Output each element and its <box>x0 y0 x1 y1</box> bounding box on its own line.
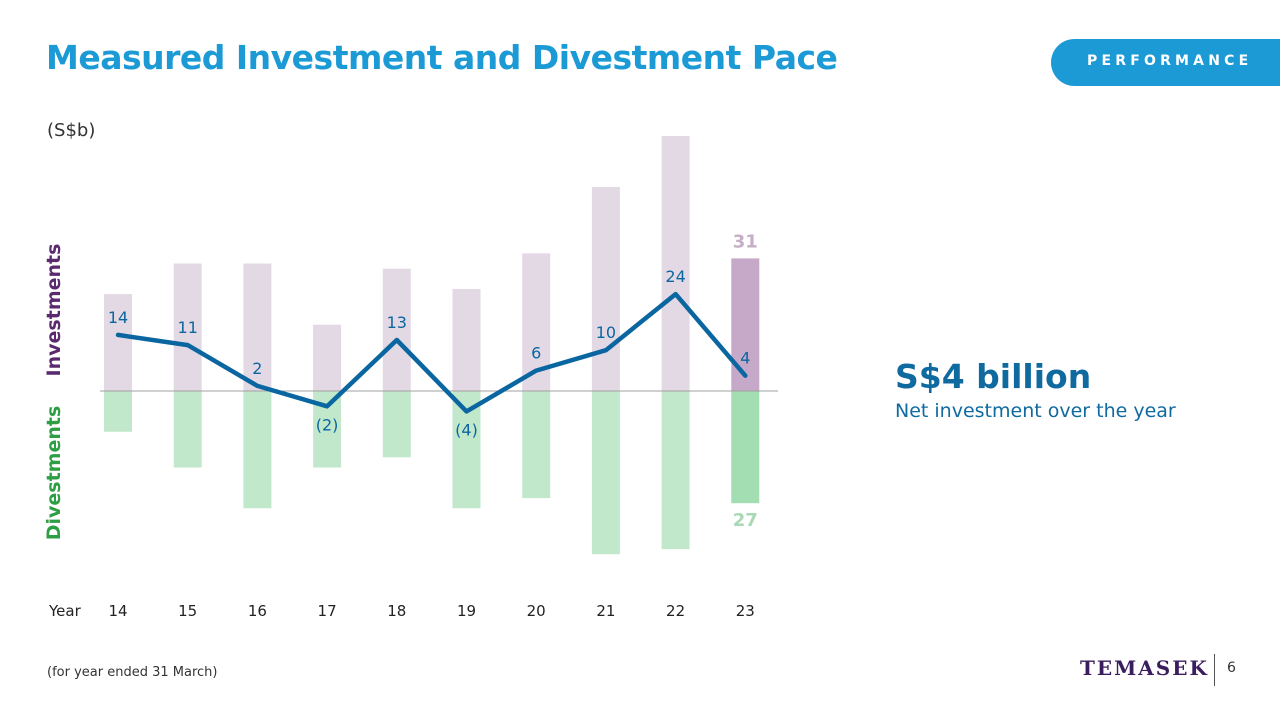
investment-bar-19 <box>452 289 481 391</box>
divestment-bar-16 <box>243 391 272 509</box>
investment-bar-21 <box>591 187 620 391</box>
temasek-logo: TEMASEK <box>1080 656 1209 680</box>
divestment-bar-20 <box>522 391 551 499</box>
x-tick-22: 22 <box>666 602 685 620</box>
x-tick-19: 19 <box>457 602 476 620</box>
page-title: Measured Investment and Divestment Pace <box>46 38 838 77</box>
section-tag <box>1051 39 1280 86</box>
divestment-bar-18 <box>382 391 411 458</box>
investment-bar-18 <box>382 268 411 391</box>
net-investment-caption: Net investment over the year <box>895 400 1176 422</box>
net-label-18: 13 <box>387 313 407 332</box>
net-label-22: 24 <box>665 267 685 286</box>
net-label-19: (4) <box>455 420 478 439</box>
x-tick-15: 15 <box>178 602 197 620</box>
divestment-bar-15 <box>173 391 202 468</box>
footnote: (for year ended 31 March) <box>47 665 218 680</box>
investment-bar-14 <box>104 294 132 391</box>
net-label-20: 6 <box>531 344 541 363</box>
net-investment-value: S$4 billion <box>895 357 1092 396</box>
investment-bar-23 <box>731 258 760 391</box>
divestment-bar-23 <box>731 391 760 504</box>
footer-divider <box>1214 654 1215 686</box>
x-tick-18: 18 <box>387 602 406 620</box>
investments-axis-label: Investments <box>43 244 65 377</box>
investment-bar-15 <box>173 263 202 391</box>
net-label-14: 14 <box>108 308 128 327</box>
x-tick-23: 23 <box>736 602 755 620</box>
net-label-17: (2) <box>316 415 339 434</box>
divestment-total-label: 27 <box>733 510 758 531</box>
divestment-bar-22 <box>661 391 690 550</box>
net-label-23: 4 <box>740 349 750 368</box>
net-label-21: 10 <box>596 323 616 342</box>
investment-bar-17 <box>313 324 342 391</box>
investment-divestment-chart: 14 11 2 (2) 13 (4) 6 10 24 4 31 27 Year 14 15 16 17 18 19 2… <box>43 136 778 620</box>
divestment-bar-21 <box>591 391 620 555</box>
divestment-bar-14 <box>104 391 132 432</box>
investment-total-label: 31 <box>733 231 758 252</box>
x-tick-17: 17 <box>318 602 337 620</box>
net-investment-line <box>115 291 748 414</box>
net-label-16: 2 <box>252 359 262 378</box>
divestments-axis-label: Divestments <box>43 406 65 541</box>
x-tick-20: 20 <box>527 602 546 620</box>
investment-bar-16 <box>243 263 272 391</box>
investment-bar-22 <box>661 136 690 391</box>
x-axis-label: Year <box>48 602 82 620</box>
unit-label: (S$b) <box>47 120 96 141</box>
section-tag-label: PERFORMANCE <box>1087 53 1253 69</box>
page-number: 6 <box>1227 660 1236 676</box>
net-label-15: 11 <box>178 318 198 337</box>
x-tick-16: 16 <box>248 602 267 620</box>
x-tick-21: 21 <box>596 602 615 620</box>
x-tick-14: 14 <box>108 602 127 620</box>
